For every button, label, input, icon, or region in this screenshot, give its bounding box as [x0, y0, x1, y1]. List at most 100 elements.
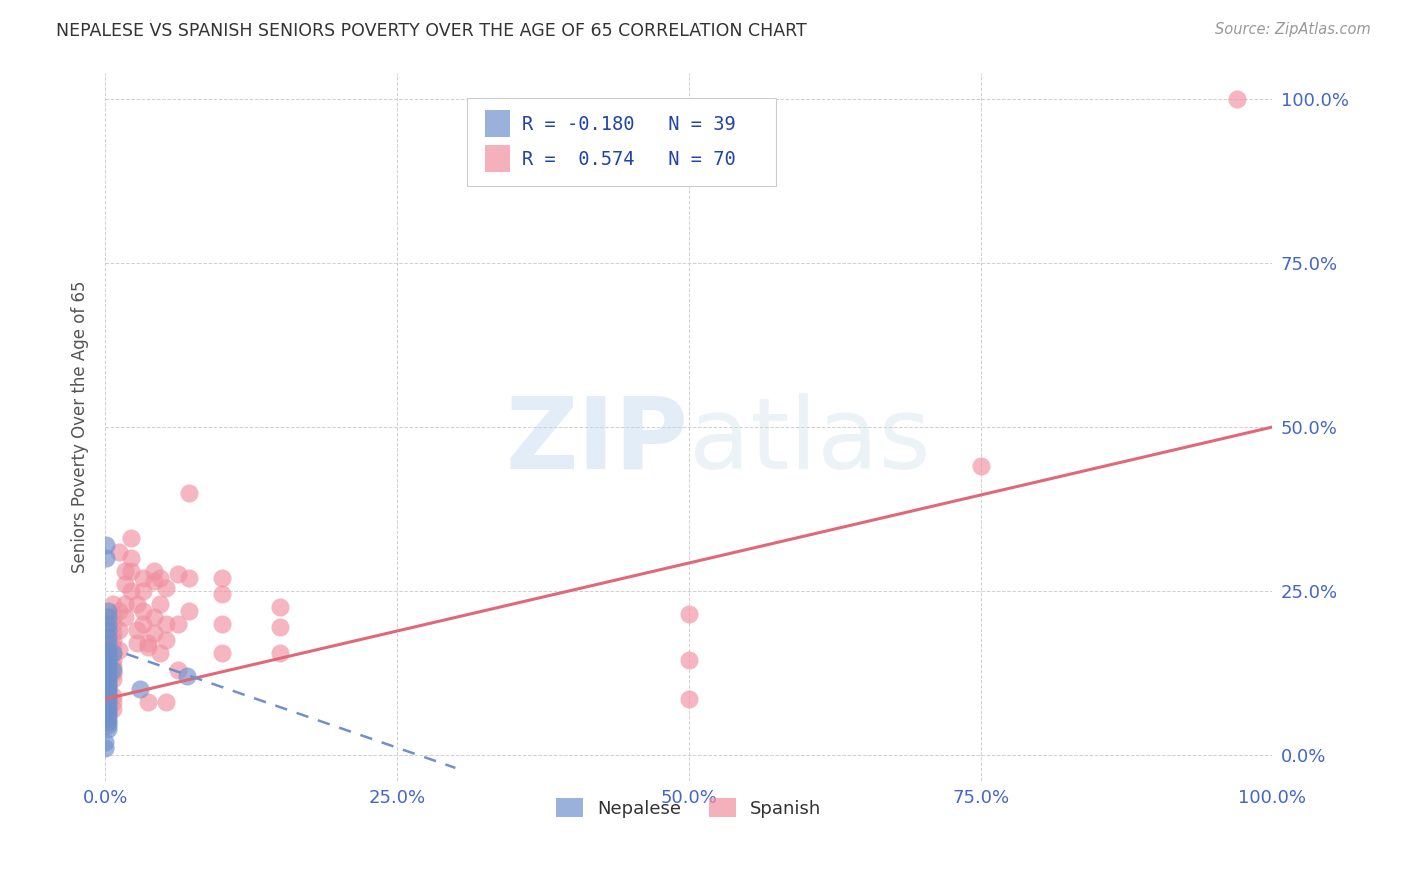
Point	[678, 607, 700, 621]
Point	[96, 663, 118, 677]
Point	[103, 616, 125, 631]
Point	[96, 649, 118, 664]
Point	[120, 532, 142, 546]
Point	[155, 695, 177, 709]
Point	[211, 646, 233, 660]
Point	[108, 643, 131, 657]
Point	[103, 626, 125, 640]
Point	[96, 698, 118, 713]
Point	[166, 567, 188, 582]
Point	[103, 673, 125, 687]
Point	[96, 538, 118, 552]
Point	[114, 577, 136, 591]
Text: atlas: atlas	[689, 392, 931, 490]
Point	[96, 610, 118, 624]
Point	[129, 682, 152, 697]
Point	[103, 597, 125, 611]
Point	[211, 571, 233, 585]
Point	[108, 624, 131, 638]
Point	[96, 551, 118, 566]
Point	[103, 665, 125, 680]
Point	[96, 630, 118, 644]
Point	[269, 646, 291, 660]
Point	[143, 574, 166, 588]
Text: NEPALESE VS SPANISH SENIORS POVERTY OVER THE AGE OF 65 CORRELATION CHART: NEPALESE VS SPANISH SENIORS POVERTY OVER…	[56, 22, 807, 40]
Point	[103, 633, 125, 648]
Point	[179, 603, 201, 617]
Point	[108, 603, 131, 617]
Point	[269, 620, 291, 634]
Point	[103, 659, 125, 673]
Point	[211, 587, 233, 601]
Point	[103, 653, 125, 667]
Point	[125, 597, 148, 611]
Point	[131, 583, 153, 598]
Y-axis label: Seniors Poverty Over the Age of 65: Seniors Poverty Over the Age of 65	[72, 281, 89, 574]
FancyBboxPatch shape	[467, 98, 776, 186]
Point	[96, 675, 118, 690]
Point	[96, 718, 118, 732]
Point	[155, 633, 177, 648]
Point	[103, 689, 125, 703]
Point	[114, 597, 136, 611]
Point	[143, 610, 166, 624]
Point	[96, 616, 118, 631]
Point	[96, 656, 118, 670]
Point	[143, 564, 166, 578]
Point	[96, 722, 118, 736]
Point	[131, 616, 153, 631]
Legend: Nepalese, Spanish: Nepalese, Spanish	[548, 791, 828, 825]
Point	[103, 702, 125, 716]
Point	[96, 712, 118, 726]
Point	[678, 692, 700, 706]
Point	[149, 646, 172, 660]
Point	[179, 485, 201, 500]
Point	[96, 630, 118, 644]
Point	[96, 685, 118, 699]
Point	[678, 653, 700, 667]
Point	[269, 600, 291, 615]
Point	[96, 702, 118, 716]
Point	[211, 616, 233, 631]
Point	[120, 564, 142, 578]
Point	[166, 616, 188, 631]
Point	[155, 581, 177, 595]
Point	[149, 571, 172, 585]
Point	[138, 636, 160, 650]
Point	[131, 571, 153, 585]
FancyBboxPatch shape	[485, 110, 510, 136]
Point	[96, 669, 118, 683]
Point	[120, 551, 142, 566]
Point	[96, 695, 118, 709]
Point	[96, 682, 118, 697]
Point	[96, 708, 118, 723]
Point	[1226, 92, 1249, 106]
Point	[149, 597, 172, 611]
Point	[96, 624, 118, 638]
Point	[96, 675, 118, 690]
Point	[103, 695, 125, 709]
Point	[103, 640, 125, 654]
Text: R =  0.574   N = 70: R = 0.574 N = 70	[522, 150, 735, 169]
Point	[96, 643, 118, 657]
Point	[155, 616, 177, 631]
Point	[94, 741, 117, 756]
Point	[125, 624, 148, 638]
Point	[969, 459, 991, 474]
Point	[96, 649, 118, 664]
Point	[96, 659, 118, 673]
Point	[103, 646, 125, 660]
Point	[94, 734, 117, 748]
Point	[96, 673, 118, 687]
Point	[166, 663, 188, 677]
Point	[131, 603, 153, 617]
Point	[179, 571, 201, 585]
Point	[96, 682, 118, 697]
Text: Source: ZipAtlas.com: Source: ZipAtlas.com	[1215, 22, 1371, 37]
Point	[96, 714, 118, 729]
FancyBboxPatch shape	[485, 145, 510, 172]
Point	[114, 564, 136, 578]
Point	[143, 626, 166, 640]
Point	[138, 695, 160, 709]
Point	[96, 679, 118, 693]
